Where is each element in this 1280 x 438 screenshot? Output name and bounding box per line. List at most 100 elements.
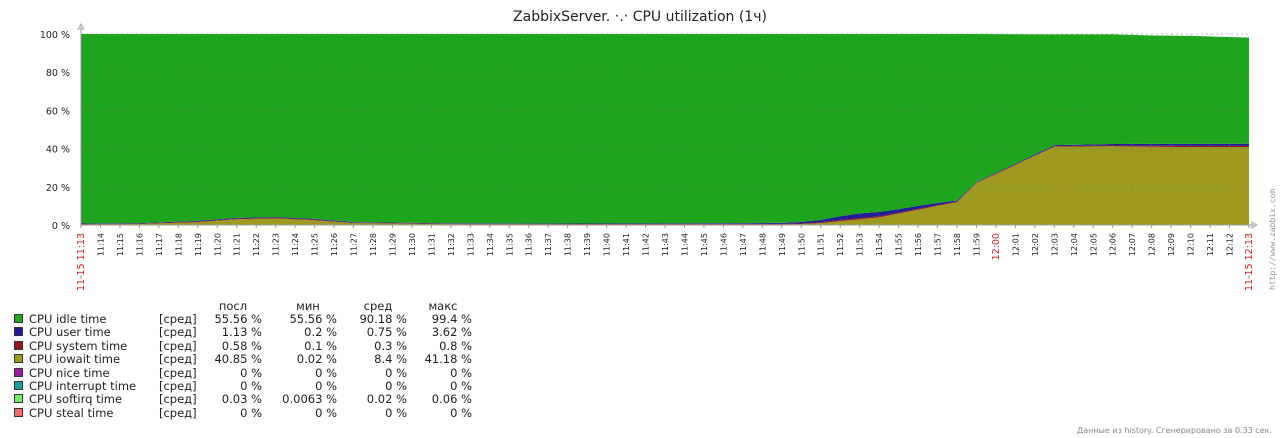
legend-row: CPU system time [сред] 0.58 % 0.1 % 0.3 % 0.8… xyxy=(14,338,484,353)
y-tick-label: 40 % xyxy=(46,145,70,156)
legend-max-value: 41.18 % xyxy=(424,352,472,367)
series-areas xyxy=(81,34,1249,225)
legend-min-value: 0 % xyxy=(315,379,337,393)
x-tick-label: 11:28 xyxy=(369,233,378,256)
x-tick-label: 11:22 xyxy=(252,233,261,256)
y-tick-label: 60 % xyxy=(46,106,70,117)
legend-last-value: 55.56 % xyxy=(214,312,262,326)
legend-min-value: 0.1 % xyxy=(304,338,337,353)
x-tick-label: 11:32 xyxy=(447,233,456,256)
x-tick-label: 11:34 xyxy=(486,233,495,256)
chart-title: ZabbixServer. ‧․‧ CPU utilization (1ч) xyxy=(513,9,767,25)
legend-function: [сред] xyxy=(159,352,197,367)
x-tick-label: 11:41 xyxy=(622,233,631,256)
legend-avg-value: 0 % xyxy=(385,405,407,420)
legend-function: [сред] xyxy=(159,338,197,353)
y-tick-labels: 0 % 20 % 40 % 60 % 80 % 100 % xyxy=(40,30,70,232)
x-end-label: 11-15 12:13 xyxy=(1244,233,1255,291)
legend-swatch xyxy=(14,314,23,323)
legend-series-name: CPU interrupt time xyxy=(29,379,137,393)
x-tick-label: 11:43 xyxy=(661,233,670,256)
legend-min-value: 0.0063 % xyxy=(282,392,337,407)
legend-avg-value: 8.4 % xyxy=(374,352,407,367)
legend-avg-value: 0 % xyxy=(385,365,407,380)
x-tick-label: 11:59 xyxy=(972,233,981,256)
x-tick-label: 12:11 xyxy=(1206,233,1215,256)
x-tick-label: 12:04 xyxy=(1070,233,1079,256)
legend-header-last: посл xyxy=(218,299,248,313)
legend-series-name: CPU nice time xyxy=(29,365,110,380)
legend-row: CPU steal time [сред] 0 % 0 % 0 % 0 % xyxy=(14,405,484,420)
legend-header-avg: сред xyxy=(363,299,393,313)
x-tick-label: 11:33 xyxy=(466,233,475,256)
x-tick-label: 11:37 xyxy=(544,233,553,256)
legend-function: [сред] xyxy=(159,405,197,420)
x-tick-label: 11:15 xyxy=(116,233,125,256)
legend-series-name: CPU idle time xyxy=(29,312,107,326)
x-tick-label: 11:14 xyxy=(96,233,105,256)
x-tick-label: 11:27 xyxy=(350,233,359,256)
legend-avg-value: 90.18 % xyxy=(359,312,407,326)
y-axis-arrow xyxy=(77,23,85,30)
x-tick-label: 12:02 xyxy=(1031,233,1040,256)
y-tick-label: 80 % xyxy=(46,68,70,79)
x-tick-labels: 11:14 11:15 11:16 11:17 11:18 11:19 11:20 11:21… xyxy=(76,233,1255,291)
legend-avg-value: 0.75 % xyxy=(366,325,407,340)
legend-min-value: 0 % xyxy=(315,365,337,380)
legend-last-value: 0 % xyxy=(240,365,262,380)
x-tick-label: 11:57 xyxy=(934,233,943,256)
x-tick-label: 12:05 xyxy=(1089,233,1098,256)
y-tick-label: 100 % xyxy=(40,30,70,41)
series-area-idle xyxy=(81,34,1249,224)
generation-footer: Данные из history. Сгенерировано за 0.33… xyxy=(1077,426,1272,435)
x-tick-label: 11:23 xyxy=(272,233,281,256)
x-tick-label: 11:58 xyxy=(953,233,962,256)
legend-function: [сред] xyxy=(159,379,197,393)
x-tick-label: 11:50 xyxy=(797,233,806,256)
legend-last-value: 0.58 % xyxy=(221,338,262,353)
legend-swatch xyxy=(14,407,23,417)
legend-swatch xyxy=(14,354,23,364)
x-tick-label: 11:21 xyxy=(233,233,242,256)
legend-max-value: 0 % xyxy=(450,405,472,420)
x-tick-label: 12:09 xyxy=(1167,233,1176,256)
legend-min-value: 0.02 % xyxy=(296,352,337,367)
x-tick-label: 11:18 xyxy=(174,233,183,256)
legend-avg-value: 0.3 % xyxy=(374,338,407,353)
x-tick-label: 12:01 xyxy=(1011,233,1020,256)
legend-function: [сред] xyxy=(159,325,197,340)
legend-min-value: 0.2 % xyxy=(304,325,337,340)
x-tick-label: 11:29 xyxy=(388,233,397,256)
x-tick-label: 11:52 xyxy=(836,233,845,256)
legend-header-min: мин xyxy=(296,299,320,313)
x-tick-label: 11:16 xyxy=(135,233,144,256)
x-tick-label: 11:46 xyxy=(719,233,728,256)
x-start-label: 11-15 11:13 xyxy=(76,233,87,291)
x-tick-label: 11:48 xyxy=(758,233,767,256)
legend-row: CPU interrupt time [сред] 0 % 0 % 0 % 0 % xyxy=(14,379,484,393)
x-tick-label: 11:44 xyxy=(680,233,689,256)
legend-function: [сред] xyxy=(159,392,197,407)
x-tick-label: 11:49 xyxy=(778,233,787,256)
legend-swatch xyxy=(14,327,23,337)
legend-last-value: 40.85 % xyxy=(214,352,262,367)
x-tick-label: 12:08 xyxy=(1148,233,1157,256)
legend-series-name: CPU user time xyxy=(29,325,111,340)
legend-last-value: 0 % xyxy=(240,379,262,393)
x-tick-label: 11:30 xyxy=(408,233,417,256)
legend-avg-value: 0 % xyxy=(385,379,407,393)
x-tick-label: 11:24 xyxy=(291,233,300,256)
x-tick-label: 12:06 xyxy=(1109,233,1118,256)
x-axis-arrow xyxy=(1251,221,1258,229)
legend-swatch xyxy=(14,394,23,404)
x-tick-label: 11:45 xyxy=(700,233,709,256)
x-tick-label: 12:10 xyxy=(1187,233,1196,256)
x-tick-label: 11:55 xyxy=(895,233,904,256)
legend-max-value: 99.4 % xyxy=(431,312,472,326)
x-tick-label: 12:07 xyxy=(1128,233,1137,256)
legend-series-name: CPU softirq time xyxy=(29,392,123,407)
legend-row: CPU user time [сред] 1.13 % 0.2 % 0.75 % 3.62… xyxy=(14,325,484,340)
x-tick-label: 11:19 xyxy=(194,233,203,256)
y-tick-label: 0 % xyxy=(52,221,70,232)
legend-avg-value: 0.02 % xyxy=(366,392,407,407)
